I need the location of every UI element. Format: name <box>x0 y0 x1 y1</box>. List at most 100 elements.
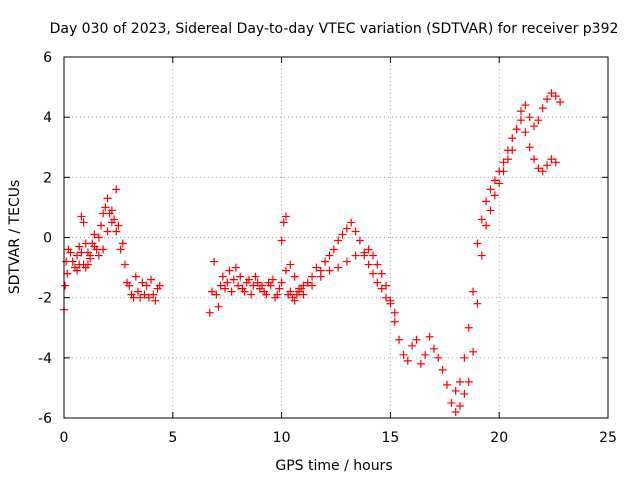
data-point <box>240 287 249 296</box>
data-point <box>390 308 399 317</box>
data-point <box>68 257 77 266</box>
data-point <box>131 272 140 281</box>
data-point <box>207 287 216 296</box>
data-point <box>473 299 482 308</box>
data-point <box>312 263 321 272</box>
data-point <box>334 236 343 245</box>
data-point <box>103 194 112 203</box>
data-point <box>73 251 82 260</box>
data-point <box>205 308 214 317</box>
data-point <box>112 227 121 236</box>
marks-layer <box>60 89 565 416</box>
data-point <box>373 278 382 287</box>
data-point <box>277 278 286 287</box>
data-point <box>490 191 499 200</box>
data-point <box>236 272 245 281</box>
data-point <box>477 215 486 224</box>
y-tick-label: 2 <box>43 170 52 186</box>
data-point <box>83 248 92 257</box>
data-point <box>86 254 95 263</box>
data-point <box>534 116 543 125</box>
data-point <box>258 281 267 290</box>
grid-layer <box>64 57 608 418</box>
x-tick-label: 25 <box>599 430 617 446</box>
data-point <box>218 272 227 281</box>
data-point <box>120 260 129 269</box>
data-point <box>464 377 473 386</box>
data-point <box>273 290 282 299</box>
data-point <box>210 257 219 266</box>
data-point <box>530 155 539 164</box>
data-point <box>355 236 364 245</box>
data-point <box>490 176 499 185</box>
data-point <box>556 98 565 107</box>
data-point <box>543 95 552 104</box>
data-point <box>83 260 92 269</box>
data-point <box>334 263 343 272</box>
data-point <box>234 281 243 290</box>
data-point <box>543 161 552 170</box>
data-point <box>386 296 395 305</box>
data-point <box>460 353 469 362</box>
data-point <box>342 257 351 266</box>
data-point <box>251 272 260 281</box>
data-point <box>63 269 72 278</box>
x-tick-label: 0 <box>60 430 69 446</box>
data-point <box>136 293 145 302</box>
data-point <box>295 284 304 293</box>
data-point <box>477 251 486 260</box>
data-point <box>140 290 149 299</box>
data-point <box>253 278 262 287</box>
data-point <box>329 245 338 254</box>
data-point <box>79 218 88 227</box>
data-point <box>451 407 460 416</box>
data-point <box>75 242 84 251</box>
data-point <box>212 290 221 299</box>
y-axis-label: SDTVAR / TECUs <box>7 180 23 295</box>
data-point <box>231 263 240 272</box>
data-point <box>61 281 70 290</box>
data-point <box>486 206 495 215</box>
data-point <box>90 230 99 239</box>
data-point <box>275 284 284 293</box>
data-point <box>281 266 290 275</box>
data-point <box>464 323 473 332</box>
data-point <box>290 296 299 305</box>
data-point <box>81 239 90 248</box>
data-point <box>281 212 290 221</box>
data-point <box>425 332 434 341</box>
data-point <box>395 335 404 344</box>
data-point <box>101 203 110 212</box>
data-point <box>469 347 478 356</box>
data-point <box>551 158 560 167</box>
data-point <box>244 275 253 284</box>
data-point <box>442 380 451 389</box>
data-point <box>469 287 478 296</box>
data-point <box>403 356 412 365</box>
data-point <box>308 281 317 290</box>
y-tick-label: -2 <box>38 291 52 307</box>
data-point <box>538 104 547 113</box>
data-point <box>303 278 312 287</box>
data-point <box>107 206 116 215</box>
data-point <box>268 275 277 284</box>
data-point <box>299 290 308 299</box>
data-point <box>66 248 75 257</box>
data-point <box>368 251 377 260</box>
data-point <box>125 281 134 290</box>
data-point <box>382 293 391 302</box>
data-point <box>286 260 295 269</box>
data-point <box>377 284 386 293</box>
data-point <box>77 212 86 221</box>
y-tick-label: -4 <box>38 351 52 367</box>
x-tick-label: 15 <box>381 430 399 446</box>
data-point <box>525 143 534 152</box>
data-point <box>538 167 547 176</box>
data-point <box>229 275 238 284</box>
data-point <box>516 107 525 116</box>
y-tick-label: 6 <box>43 50 52 66</box>
data-point <box>112 185 121 194</box>
data-point <box>495 167 504 176</box>
data-point <box>368 269 377 278</box>
